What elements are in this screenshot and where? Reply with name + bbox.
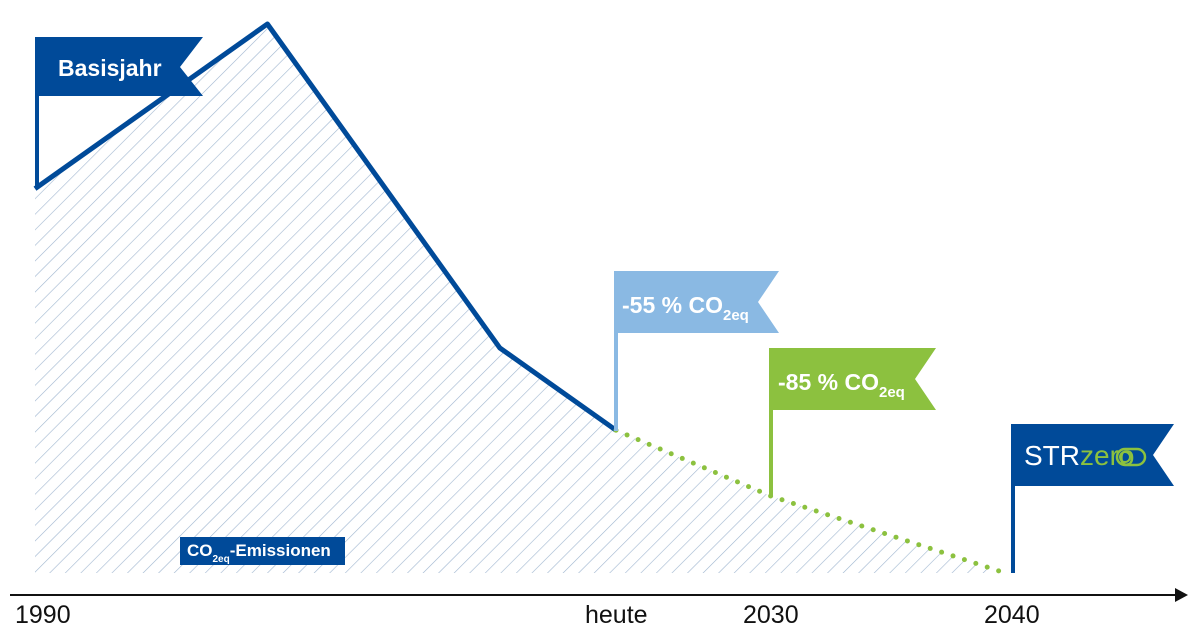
flag-strzero: STRzero [1011, 424, 1174, 573]
emissions-line-layer [33, 21, 1008, 576]
emissions-line-historic [33, 21, 618, 433]
toggle-icon [1115, 447, 1147, 467]
emissions-area [35, 24, 1005, 573]
area-label-box [180, 537, 345, 565]
area-label: CO2eq-Emissionen [180, 537, 345, 565]
tick-label-2030: 2030 [743, 601, 799, 629]
emissions-area-layer [35, 24, 1005, 573]
flag-banner-strzero [1013, 424, 1174, 486]
flag-label-minus-85: -85 % CO2eq [778, 369, 905, 401]
x-axis-arrow [1175, 588, 1188, 602]
tick-label-2040: 2040 [984, 601, 1040, 629]
tick-label-heute: heute [585, 601, 648, 629]
x-tick-labels: 1990 heute 2030 2040 [15, 601, 1040, 629]
flag-banner-minus-85 [771, 348, 936, 410]
tick-label-1990: 1990 [15, 601, 71, 629]
x-axis [10, 588, 1188, 602]
flag-minus-85: -85 % CO2eq [769, 348, 936, 495]
area-label-text: CO2eq-Emissionen [187, 541, 331, 565]
flag-label-strzero: STRzero [1024, 440, 1134, 471]
flag-basisjahr: Basisjahr [35, 37, 203, 186]
emissions-line-projected [613, 427, 1008, 576]
flag-label-minus-55: -55 % CO2eq [622, 292, 749, 324]
flag-minus-55: -55 % CO2eq [614, 271, 779, 431]
flag-banner-minus-55 [616, 271, 779, 333]
flag-label-basisjahr: Basisjahr [58, 55, 162, 81]
flag-banner-basisjahr [37, 37, 203, 96]
